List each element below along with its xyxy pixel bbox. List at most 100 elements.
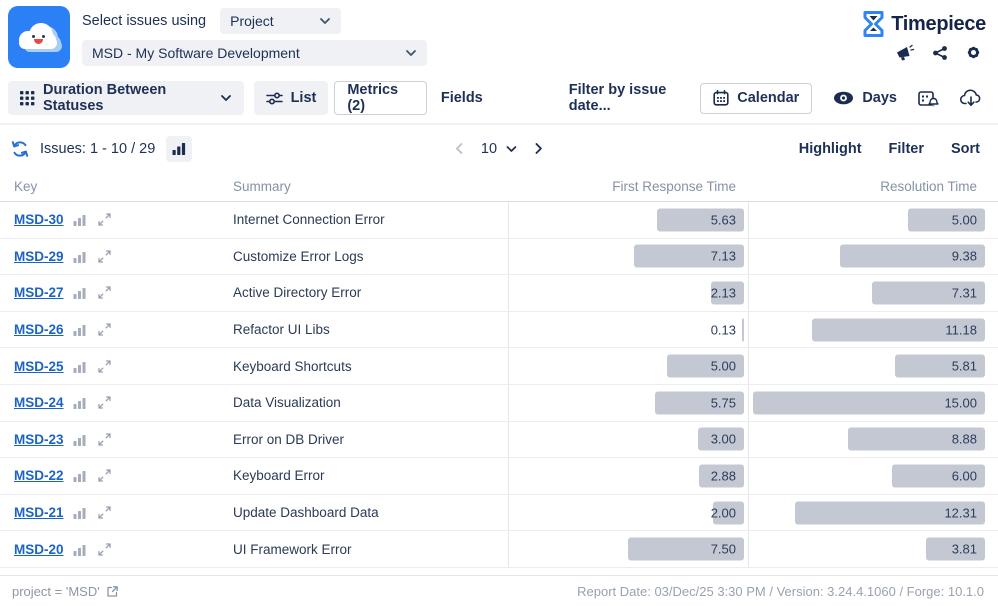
sliders-icon bbox=[265, 91, 283, 106]
row-chart-icon[interactable] bbox=[73, 469, 86, 483]
issue-key-link[interactable]: MSD-20 bbox=[14, 541, 64, 557]
announcements-icon[interactable] bbox=[896, 44, 915, 61]
issue-key-link[interactable]: MSD-23 bbox=[14, 431, 64, 447]
expand-icon[interactable] bbox=[97, 212, 112, 227]
resolution-cell: 5.00 bbox=[748, 202, 998, 238]
issue-summary: Refactor UI Libs bbox=[233, 322, 330, 338]
chart-view-button[interactable] bbox=[166, 135, 193, 162]
expand-icon[interactable] bbox=[97, 322, 112, 337]
next-page-icon[interactable] bbox=[534, 142, 544, 155]
first-response-value: 7.50 bbox=[710, 541, 736, 557]
expand-icon[interactable] bbox=[97, 359, 112, 374]
table-row: MSD-30 Internet Connection Error bbox=[0, 201, 998, 238]
hourglass-icon bbox=[861, 10, 886, 38]
prev-page-icon[interactable] bbox=[454, 142, 464, 155]
app-logo bbox=[8, 6, 70, 68]
page-size-value: 10 bbox=[480, 140, 498, 157]
share-icon[interactable] bbox=[932, 45, 948, 61]
table-header: Key Summary First Response Time Resoluti… bbox=[0, 172, 998, 201]
expand-icon[interactable] bbox=[97, 432, 112, 447]
filter-button[interactable]: Filter bbox=[888, 140, 924, 157]
chevron-down-icon bbox=[220, 94, 232, 102]
project-select-value: MSD - My Software Development bbox=[92, 45, 300, 61]
grid-icon bbox=[20, 90, 35, 106]
row-chart-icon[interactable] bbox=[73, 213, 86, 227]
column-header-first-response: First Response Time bbox=[612, 179, 736, 194]
row-chart-icon[interactable] bbox=[73, 433, 86, 446]
expand-icon[interactable] bbox=[97, 285, 112, 300]
column-header-summary: Summary bbox=[233, 179, 291, 194]
report-type-select[interactable]: Duration Between Statuses bbox=[8, 81, 244, 115]
issue-summary: Keyboard Error bbox=[233, 468, 325, 484]
gear-icon[interactable] bbox=[965, 44, 982, 61]
metrics-button[interactable]: Metrics (2) bbox=[334, 81, 427, 115]
resolution-value: 15.00 bbox=[944, 395, 977, 411]
project-select[interactable]: MSD - My Software Development bbox=[82, 40, 427, 66]
issue-summary: Update Dashboard Data bbox=[233, 505, 379, 521]
row-chart-icon[interactable] bbox=[73, 323, 86, 337]
issue-summary: UI Framework Error bbox=[233, 541, 352, 557]
first-response-cell: 2.00 bbox=[508, 494, 748, 531]
external-link-icon[interactable] bbox=[106, 585, 119, 598]
list-button[interactable]: List bbox=[253, 81, 329, 115]
time-unit-label: Days bbox=[862, 90, 897, 106]
key-cell: MSD-30 bbox=[0, 202, 233, 238]
first-response-value: 0.13 bbox=[710, 322, 736, 338]
resolution-value: 8.88 bbox=[951, 431, 977, 447]
issue-key-link[interactable]: MSD-24 bbox=[14, 395, 64, 411]
highlight-button[interactable]: Highlight bbox=[798, 140, 862, 157]
first-response-bar bbox=[742, 318, 744, 342]
issue-source-cluster: Select issues using Project MSD - My Sof… bbox=[82, 6, 427, 66]
expand-icon[interactable] bbox=[97, 505, 112, 520]
summary-cell: Keyboard Shortcuts bbox=[233, 348, 508, 384]
issue-key-link[interactable]: MSD-22 bbox=[14, 468, 64, 484]
resolution-cell: 7.31 bbox=[748, 275, 998, 311]
resolution-cell: 15.00 bbox=[748, 384, 998, 421]
row-chart-icon[interactable] bbox=[73, 250, 86, 263]
subscribe-icon[interactable] bbox=[918, 89, 939, 108]
footer: project = 'MSD' Report Date: 03/Dec/25 3… bbox=[0, 575, 998, 606]
row-chart-icon[interactable] bbox=[73, 360, 86, 373]
cloud-logo-icon bbox=[17, 23, 62, 52]
calendar-button[interactable]: Calendar bbox=[700, 82, 813, 114]
summary-cell: Customize Error Logs bbox=[233, 239, 508, 275]
row-chart-icon[interactable] bbox=[73, 543, 86, 556]
key-cell: MSD-26 bbox=[0, 312, 233, 348]
chevron-down-icon bbox=[319, 17, 331, 25]
resolution-value: 6.00 bbox=[951, 468, 977, 484]
time-unit-toggle[interactable]: Days bbox=[833, 90, 897, 106]
pagination: 10 bbox=[454, 141, 544, 157]
report-type-label: Duration Between Statuses bbox=[43, 82, 167, 114]
expand-icon[interactable] bbox=[97, 542, 112, 557]
sort-button[interactable]: Sort bbox=[951, 140, 980, 157]
issue-key-link[interactable]: MSD-30 bbox=[14, 212, 64, 228]
expand-icon[interactable] bbox=[97, 468, 112, 483]
resolution-value: 5.81 bbox=[951, 358, 977, 374]
row-chart-icon[interactable] bbox=[73, 506, 86, 520]
resolution-bar bbox=[753, 391, 985, 415]
key-cell: MSD-27 bbox=[0, 275, 233, 311]
row-chart-icon[interactable] bbox=[73, 396, 86, 410]
issue-source-select[interactable]: Project bbox=[220, 8, 342, 34]
expand-icon[interactable] bbox=[97, 249, 112, 264]
export-cloud-icon[interactable] bbox=[960, 89, 982, 107]
first-response-bar bbox=[633, 244, 744, 268]
issue-key-link[interactable]: MSD-29 bbox=[14, 248, 64, 264]
issue-key-link[interactable]: MSD-25 bbox=[14, 358, 64, 374]
table-row: MSD-29 Customize Error Logs bbox=[0, 237, 998, 275]
first-response-cell: 2.88 bbox=[508, 458, 748, 494]
first-response-bar bbox=[713, 501, 744, 525]
resolution-value: 11.18 bbox=[945, 322, 977, 338]
refresh-icon[interactable] bbox=[10, 139, 30, 159]
issue-key-link[interactable]: MSD-21 bbox=[14, 505, 64, 521]
page-size-select[interactable]: 10 bbox=[481, 141, 517, 157]
resolution-value: 3.81 bbox=[951, 541, 977, 557]
first-response-cell: 3.00 bbox=[508, 421, 748, 458]
filter-by-date-input[interactable]: Filter by issue date... bbox=[568, 82, 667, 114]
fields-button[interactable]: Fields bbox=[440, 90, 483, 106]
resolution-bar bbox=[871, 281, 985, 305]
issue-key-link[interactable]: MSD-27 bbox=[14, 285, 64, 301]
issue-key-link[interactable]: MSD-26 bbox=[14, 322, 64, 338]
row-chart-icon[interactable] bbox=[73, 286, 86, 300]
expand-icon[interactable] bbox=[97, 395, 112, 410]
